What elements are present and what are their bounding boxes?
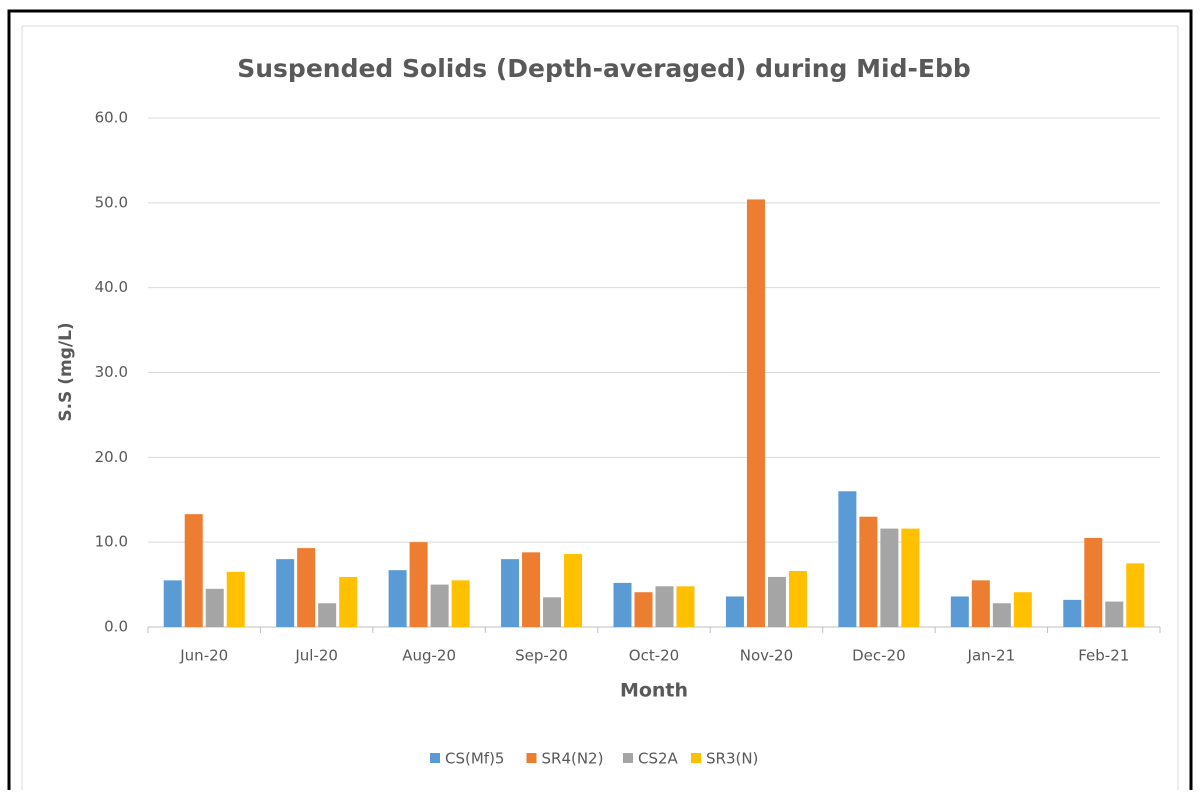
bar <box>788 571 807 627</box>
y-tick-label: 20.0 <box>95 448 128 466</box>
x-tick-label: Oct-20 <box>629 647 679 665</box>
bar <box>205 588 224 627</box>
bar <box>746 199 765 627</box>
x-tick-label: Sep-20 <box>515 647 568 665</box>
bar <box>409 542 428 627</box>
bar <box>163 580 182 627</box>
bar <box>880 528 899 627</box>
bar <box>1084 537 1103 627</box>
legend-label: SR3(N) <box>706 750 758 768</box>
bar <box>838 491 857 627</box>
y-tick-label: 0.0 <box>104 618 128 636</box>
bar <box>1105 601 1124 627</box>
bar <box>226 571 245 627</box>
bar <box>501 559 520 627</box>
bar <box>451 580 470 627</box>
bar <box>1013 592 1032 627</box>
legend-swatch <box>691 753 701 763</box>
legend-swatch <box>623 753 633 763</box>
legend-swatch <box>430 753 440 763</box>
bar <box>950 596 969 627</box>
y-axis-title: S.S (mg/L) <box>56 322 76 421</box>
bar <box>634 592 653 627</box>
x-tick-label: Feb-21 <box>1078 647 1129 665</box>
bar <box>1063 599 1082 627</box>
legend-swatch <box>526 753 537 763</box>
y-tick-label: 50.0 <box>95 193 128 211</box>
x-tick-label: Aug-20 <box>402 647 456 665</box>
bar <box>430 584 449 627</box>
bar <box>564 554 583 627</box>
x-tick-label: Dec-20 <box>852 647 906 665</box>
x-tick-label: Jul-20 <box>294 647 338 665</box>
bar <box>522 552 541 627</box>
bar <box>543 597 562 627</box>
bar <box>992 603 1011 627</box>
bar <box>184 514 203 627</box>
bar <box>318 603 337 627</box>
frame <box>7 9 1193 790</box>
y-tick-label: 60.0 <box>95 109 128 127</box>
y-tick-label: 30.0 <box>95 363 128 381</box>
legend-label: CS2A <box>638 750 679 768</box>
x-axis-title: Month <box>620 680 688 702</box>
bar <box>613 582 632 627</box>
legend-label: CS(Mf)5 <box>445 750 504 768</box>
bar <box>971 580 990 627</box>
bar <box>276 559 295 627</box>
bar <box>655 586 674 627</box>
y-tick-label: 10.0 <box>95 533 128 551</box>
bar <box>1126 563 1145 627</box>
bar <box>297 548 316 627</box>
bar <box>725 596 744 627</box>
bar <box>901 528 920 627</box>
x-tick-label: Nov-20 <box>740 647 793 665</box>
x-tick-label: Jan-21 <box>967 647 1016 665</box>
bar <box>339 576 358 627</box>
x-tick-label: Jun-20 <box>179 647 228 665</box>
legend-label: SR4(N2) <box>542 750 604 768</box>
chart-title: Suspended Solids (Depth-averaged) during… <box>237 54 971 83</box>
bar <box>767 576 786 627</box>
y-tick-label: 40.0 <box>95 278 128 296</box>
bar <box>388 570 407 627</box>
bar <box>676 586 695 627</box>
bar <box>859 516 878 627</box>
chart-border <box>21 25 1179 790</box>
